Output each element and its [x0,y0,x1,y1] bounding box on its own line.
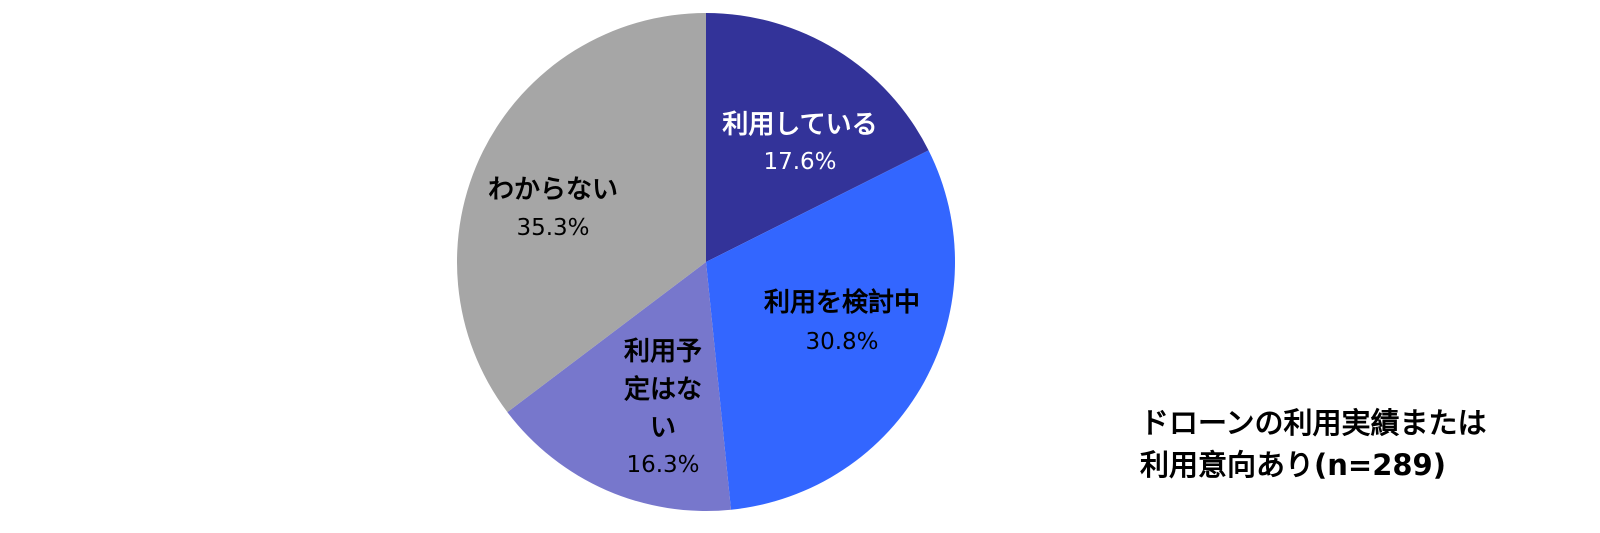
slice-label: 利用を検討中 [763,288,921,318]
value-label: 17.6% [763,149,837,175]
value-label: 16.3% [626,452,700,478]
pie-slice [706,13,929,262]
pie-slice [706,150,955,510]
pie-slice [457,13,706,413]
slice-label: 利用予定はない [623,337,702,443]
value-label: 30.8% [805,329,879,355]
slice-label: わからない [487,175,619,205]
slice-label: 利用している [722,110,878,140]
pie-slice [507,262,731,511]
annotation: ドローンの利用実績または利用意向あり(n=289) [1140,406,1487,482]
value-label: 35.3% [516,215,590,241]
